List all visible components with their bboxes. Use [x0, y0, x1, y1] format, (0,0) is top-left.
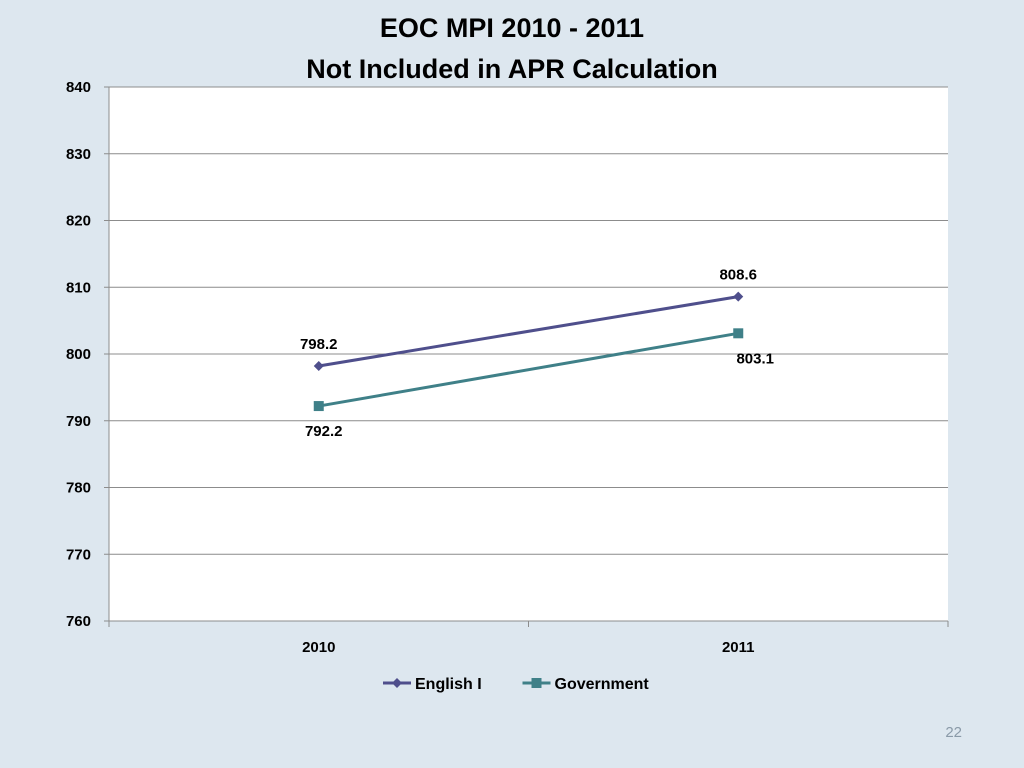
y-tick-label: 760 [66, 613, 91, 630]
page-number: 22 [945, 724, 962, 741]
legend-label: Government [555, 676, 650, 693]
y-tick-label: 780 [66, 480, 91, 497]
chart-subtitle: Not Included in APR Calculation [306, 54, 718, 84]
y-tick-label: 790 [66, 413, 91, 430]
data-point [313, 361, 324, 372]
series-line-english-i [318, 295, 739, 368]
data-point [733, 291, 744, 302]
data-label: 798.2 [300, 336, 338, 353]
y-tick-label: 830 [66, 146, 91, 163]
data-label: 803.1 [736, 350, 774, 367]
data-label: 792.2 [305, 423, 343, 440]
y-tick-label: 800 [66, 346, 91, 363]
x-tick-label: 2010 [302, 639, 335, 656]
data-point [733, 328, 744, 339]
x-tick-label: 2011 [722, 639, 755, 656]
series-line-government [318, 331, 739, 408]
legend-label: English I [415, 676, 482, 693]
chart-title-line-1: EOC MPI 2010 - 2011 [379, 13, 645, 43]
legend-marker [392, 678, 402, 688]
data-point [313, 401, 324, 412]
y-tick-label: 770 [66, 546, 91, 563]
y-tick-label: 810 [66, 279, 91, 296]
data-label: 808.6 [719, 267, 757, 284]
y-tick-label: 840 [66, 79, 91, 96]
legend-marker [531, 678, 542, 688]
chart-title: EOC MPI 2010 - 2011 Not Included in APR … [0, 8, 1024, 90]
y-tick-label: 820 [66, 213, 91, 230]
